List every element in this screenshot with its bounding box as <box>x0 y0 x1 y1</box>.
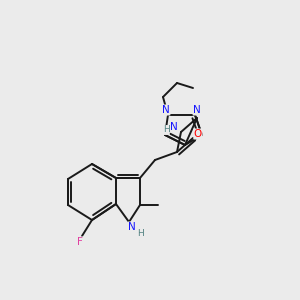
Text: N: N <box>170 122 178 132</box>
Text: N: N <box>128 222 136 232</box>
Text: H: H <box>136 229 143 238</box>
Text: N: N <box>162 105 170 115</box>
Text: N: N <box>193 105 201 115</box>
Text: H: H <box>163 125 170 134</box>
Text: F: F <box>77 237 83 247</box>
Text: O: O <box>194 129 202 139</box>
